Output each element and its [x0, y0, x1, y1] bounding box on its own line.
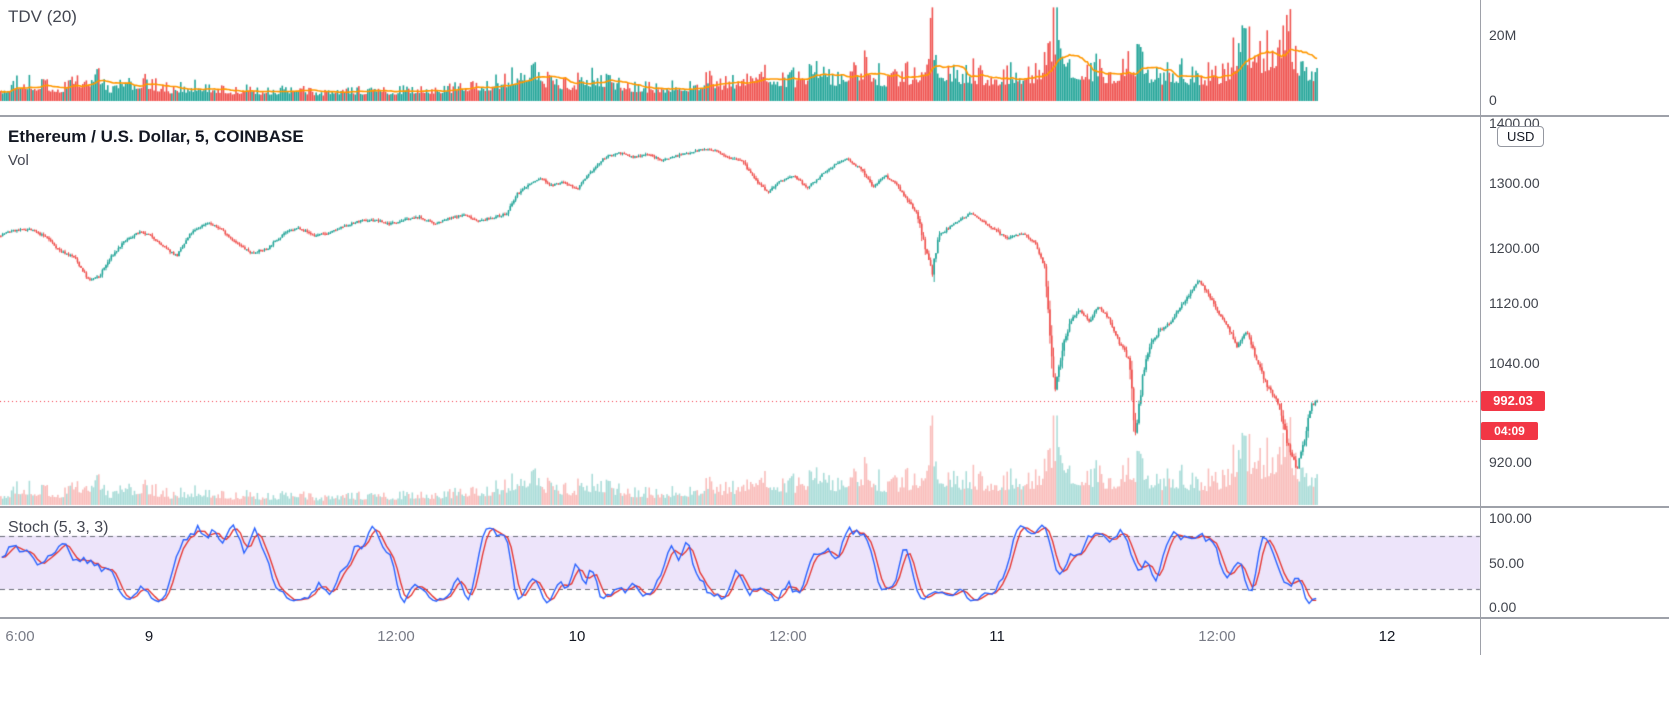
price-axis-label: 1200.00: [1489, 239, 1540, 256]
time-axis-label: 11: [989, 628, 1005, 645]
pane-separator[interactable]: [0, 115, 1669, 117]
time-axis-label: 12:00: [1198, 628, 1236, 645]
price-axis-label: 1040.00: [1489, 355, 1540, 372]
time-axis-label: 12:00: [769, 628, 807, 645]
stoch-axis-label: 100.00: [1489, 510, 1532, 526]
time-axis[interactable]: 6:00 9 12:00 10 12:00 11 12:00 12: [0, 618, 1669, 660]
price-axis-label: 920.00: [1489, 454, 1532, 471]
indicator-title-stoch[interactable]: Stoch (5, 3, 3): [8, 519, 109, 536]
time-axis-label: 9: [144, 628, 154, 645]
time-axis-label: 6:00: [5, 628, 35, 645]
time-axis-label: 12:00: [377, 628, 415, 645]
price-scale-border[interactable]: [1480, 0, 1481, 655]
volume-axis-label: 20M: [1489, 27, 1517, 43]
stoch-axis-label: 50.00: [1489, 554, 1525, 571]
price-scale[interactable]: 20M 0 1400.00 1300.00 1200.00 1120.00 1040.00 9…: [1480, 0, 1669, 618]
bar-countdown-badge: 04:09: [1481, 422, 1538, 440]
stoch-axis-label: 0.00: [1489, 599, 1517, 615]
pane-separator[interactable]: [0, 506, 1669, 508]
symbol-title[interactable]: Ethereum / U.S. Dollar, 5, COINBASE: [8, 127, 304, 146]
last-price-badge: 992.03: [1481, 391, 1545, 412]
time-axis-label: 12: [1378, 628, 1396, 645]
pane-separator[interactable]: [0, 617, 1669, 619]
indicator-title-tdv[interactable]: TDV (20): [8, 7, 77, 26]
volume-axis-label: 0: [1489, 92, 1497, 108]
indicator-title-vol[interactable]: Vol: [8, 152, 29, 169]
time-axis-label: 10: [568, 628, 586, 645]
currency-unit-badge[interactable]: USD: [1497, 126, 1545, 147]
price-axis-label: 1300.00: [1489, 175, 1540, 191]
price-axis-label: 1120.00: [1489, 295, 1539, 312]
